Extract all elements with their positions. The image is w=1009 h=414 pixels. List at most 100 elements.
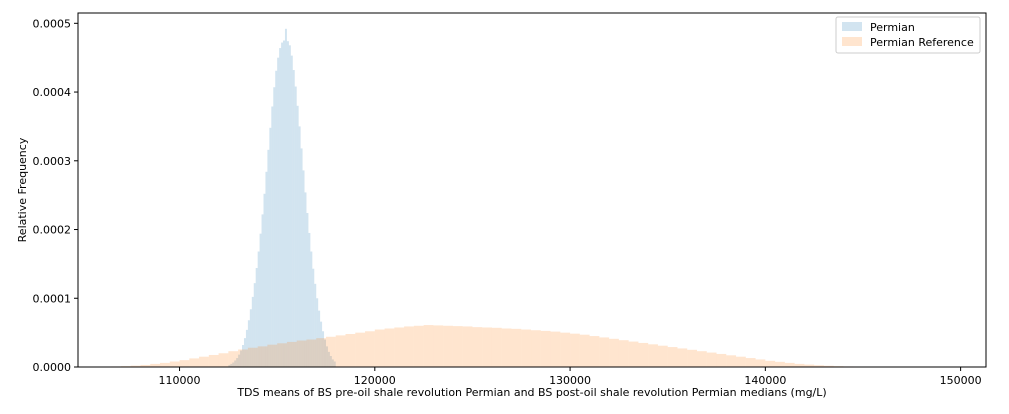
histogram-bar bbox=[279, 48, 282, 368]
histogram-bar bbox=[462, 326, 473, 367]
histogram-bar bbox=[677, 348, 688, 367]
legend: Permian Permian Reference bbox=[835, 16, 981, 54]
histogram-bar bbox=[404, 326, 414, 367]
y-tick-label: 0.0001 bbox=[33, 292, 72, 305]
legend-label-permian-reference: Permian Reference bbox=[870, 36, 974, 49]
x-axis-label: TDS means of BS pre-oil shale revolution… bbox=[236, 386, 826, 399]
histogram-bar bbox=[286, 41, 289, 368]
histogram-bar bbox=[232, 362, 235, 367]
histogram-bar bbox=[247, 347, 258, 367]
histogram-bar bbox=[804, 364, 815, 367]
histogram-bar bbox=[306, 339, 317, 367]
legend-label-permian: Permian bbox=[870, 21, 915, 34]
x-tick-label: 150000 bbox=[940, 374, 982, 387]
histogram-bar bbox=[242, 345, 244, 367]
histogram-bar bbox=[482, 327, 492, 367]
histogram-bar bbox=[638, 342, 649, 367]
histogram-bar bbox=[599, 337, 610, 367]
histogram-bar bbox=[199, 356, 209, 367]
histogram-bar bbox=[560, 332, 571, 367]
histogram-bar bbox=[784, 362, 795, 367]
histogram-bar bbox=[331, 359, 334, 367]
histogram-bar bbox=[310, 251, 313, 367]
histogram-bar bbox=[236, 358, 239, 367]
histogram-bar bbox=[452, 326, 463, 367]
histogram-bar bbox=[324, 339, 326, 367]
histogram-bar bbox=[238, 354, 241, 367]
histogram-bar bbox=[296, 105, 299, 368]
histogram-bar bbox=[271, 106, 274, 367]
histogram-bar bbox=[240, 350, 243, 367]
histogram-bar bbox=[169, 361, 180, 367]
histogram-bar bbox=[706, 352, 717, 367]
histogram-bar bbox=[394, 327, 405, 367]
histogram-bar bbox=[540, 330, 551, 367]
histogram-bar bbox=[283, 40, 285, 367]
histogram-bar bbox=[306, 213, 309, 367]
histogram-bar bbox=[243, 338, 246, 367]
series-1 bbox=[101, 325, 932, 367]
histogram-bar bbox=[140, 364, 151, 367]
histogram-bar bbox=[257, 251, 260, 367]
y-tick-label: 0.0000 bbox=[33, 361, 72, 374]
histogram-bar bbox=[277, 57, 280, 368]
histogram-bar bbox=[267, 149, 270, 367]
histogram-bar bbox=[228, 364, 231, 367]
histogram-bar bbox=[618, 340, 629, 367]
histogram-bar bbox=[259, 233, 262, 367]
y-tick-label: 0.0005 bbox=[33, 17, 72, 30]
histogram-bar bbox=[333, 361, 336, 367]
x-tick-label: 140000 bbox=[744, 374, 786, 387]
y-tick-label: 0.0004 bbox=[33, 86, 72, 99]
y-axis-label: Relative Frequency bbox=[16, 137, 29, 242]
histogram-bar bbox=[443, 325, 453, 367]
histogram-bar bbox=[697, 351, 707, 367]
histogram-bar bbox=[314, 283, 317, 367]
histogram-bar bbox=[648, 344, 658, 367]
histogram-bar bbox=[413, 325, 424, 367]
histogram-bar bbox=[228, 351, 239, 367]
histogram-bar bbox=[273, 87, 276, 368]
histogram-bar bbox=[257, 346, 268, 367]
histogram-bar bbox=[775, 361, 785, 367]
histogram-bar bbox=[208, 354, 219, 367]
histogram-bar bbox=[365, 331, 375, 367]
histogram-bar bbox=[288, 45, 291, 368]
histogram-bar bbox=[609, 338, 619, 367]
histogram-bar bbox=[327, 351, 330, 367]
histogram-bar bbox=[312, 268, 315, 367]
histogram-bar bbox=[275, 70, 278, 368]
histogram-bar bbox=[433, 325, 444, 367]
histogram-bar bbox=[218, 353, 229, 367]
histogram-bar bbox=[726, 355, 737, 367]
histogram-bar bbox=[628, 341, 639, 367]
histogram-bar bbox=[657, 345, 668, 367]
histogram-bar bbox=[150, 363, 161, 367]
histogram-bar bbox=[384, 328, 395, 367]
histogram-bar bbox=[130, 365, 141, 367]
histogram-bar bbox=[491, 327, 502, 367]
histogram-bar bbox=[253, 283, 256, 367]
histogram-bar bbox=[261, 214, 264, 367]
histogram-bar bbox=[374, 329, 385, 367]
histogram-bar bbox=[265, 171, 268, 367]
x-tick-label: 130000 bbox=[549, 374, 591, 387]
histogram-bar bbox=[247, 320, 250, 367]
histogram-bar bbox=[238, 349, 248, 367]
histogram-bar bbox=[579, 334, 590, 367]
histogram-bar bbox=[290, 55, 293, 368]
histogram-bar bbox=[294, 86, 297, 368]
x-tick-label: 110000 bbox=[159, 374, 201, 387]
histogram-bar bbox=[316, 338, 326, 367]
histogram-bar bbox=[550, 331, 561, 367]
legend-swatch-permian-reference bbox=[842, 37, 862, 46]
histogram-bar bbox=[823, 365, 834, 367]
legend-swatch-permian bbox=[842, 22, 862, 31]
histogram-bar bbox=[322, 331, 325, 367]
bars-layer bbox=[101, 28, 932, 368]
histogram-bar bbox=[325, 346, 328, 367]
histogram-bar bbox=[345, 334, 356, 367]
histogram-bar bbox=[304, 192, 307, 367]
histogram-bar bbox=[318, 310, 321, 367]
